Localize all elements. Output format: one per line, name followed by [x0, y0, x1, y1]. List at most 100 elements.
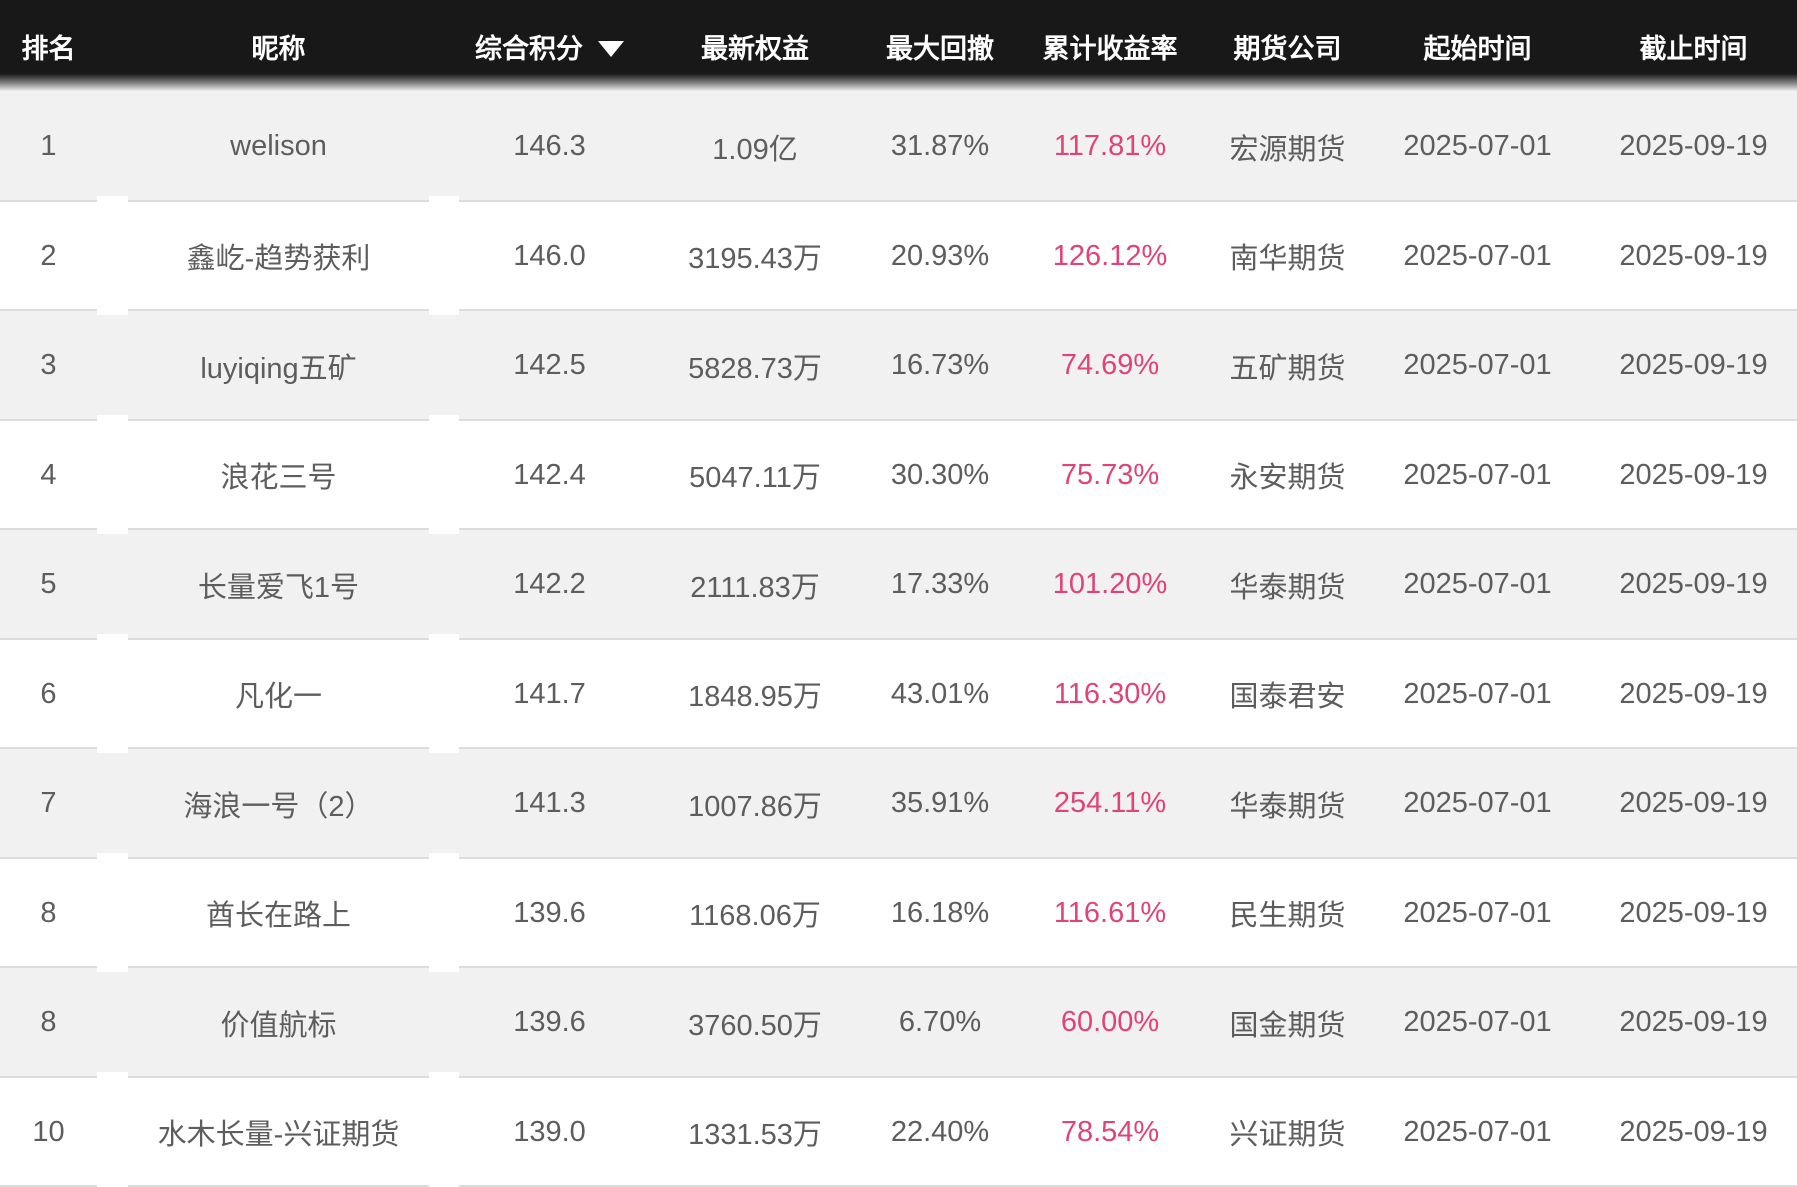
table-row: 1 welison 146.3 1.09亿 31.87% 117.81% 宏源期…: [0, 92, 1797, 202]
equity-cell: 1848.95万: [688, 681, 822, 714]
cum-return-cell: 126.12%: [1052, 239, 1168, 272]
separator-gap: [97, 1077, 128, 1082]
table-row: 7 海浪一号（2） 141.3 1007.86万 35.91% 254.11% …: [0, 749, 1797, 859]
separator-gap: [429, 195, 459, 202]
row-separator: [128, 528, 429, 530]
score-cell: 141.7: [513, 677, 586, 710]
row-separator: [459, 1185, 1797, 1187]
table-header: 排名 昵称 综合积分 最新权益 最大回撤 累计收益率 期货公司 起始时间 截止时…: [0, 0, 1797, 92]
company-cell: 五矿期货: [1229, 352, 1346, 385]
start-date-cell: 2025-07-01: [1403, 130, 1552, 163]
rank-cell: 1: [40, 130, 57, 163]
company-cell: 宏源期货: [1229, 133, 1346, 166]
cum-return-cell: 101.20%: [1052, 568, 1168, 601]
table-body: 1 welison 146.3 1.09亿 31.87% 117.81% 宏源期…: [0, 92, 1797, 1187]
separator-gap: [429, 749, 459, 753]
start-date-cell: 2025-07-01: [1403, 1115, 1552, 1148]
start-date-cell: 2025-07-01: [1403, 568, 1552, 601]
end-date-cell: 2025-09-19: [1619, 677, 1768, 710]
row-separator: [128, 309, 429, 311]
company-cell: 国金期货: [1229, 1009, 1346, 1042]
score-cell: 142.5: [513, 349, 586, 382]
start-date-cell: 2025-07-01: [1403, 458, 1552, 491]
header-end-date: 截止时间: [1639, 33, 1748, 64]
cum-return-cell: 117.81%: [1053, 130, 1167, 163]
nickname-cell: 水木长量-兴证期货: [157, 1119, 400, 1152]
separator-gap: [97, 743, 128, 749]
equity-cell: 1331.53万: [688, 1119, 822, 1152]
cum-return-cell: 116.30%: [1053, 677, 1167, 710]
cum-return-cell: 75.73%: [1060, 458, 1160, 491]
equity-cell: 2111.83万: [690, 571, 820, 604]
cum-return-cell: 74.69%: [1060, 349, 1160, 382]
separator-gap: [429, 858, 459, 863]
rank-cell: 6: [40, 677, 57, 710]
equity-cell: 1168.06万: [689, 900, 821, 933]
score-cell: 142.2: [513, 568, 586, 601]
separator-gap: [429, 414, 459, 421]
rank-cell: 2: [40, 239, 57, 272]
end-date-cell: 2025-09-19: [1619, 568, 1768, 601]
row-separator: [128, 747, 429, 749]
separator-gap: [429, 530, 459, 534]
score-cell: 146.3: [513, 130, 586, 163]
row-separator: [128, 1075, 429, 1078]
start-date-cell: 2025-07-01: [1403, 896, 1552, 929]
separator-gap: [429, 743, 459, 749]
drawdown-cell: 35.91%: [890, 787, 990, 820]
start-date-cell: 2025-07-01: [1403, 787, 1552, 820]
table-row: 5 长量爱飞1号 142.2 2111.83万 17.33% 101.20% 华…: [0, 530, 1797, 640]
header-nickname: 昵称: [251, 33, 306, 64]
table-row: 8 价值航标 139.6 3760.50万 6.70% 60.00% 国金期货 …: [0, 968, 1797, 1078]
cum-return-cell: 60.00%: [1060, 1006, 1160, 1039]
row-separator: [128, 966, 429, 968]
row-separator: [128, 1185, 429, 1187]
separator-gap: [429, 852, 459, 859]
rank-cell: 4: [40, 458, 57, 491]
row-separator: [128, 637, 429, 640]
company-cell: 兴证期货: [1229, 1119, 1346, 1152]
nickname-cell: 酋长在路上: [205, 900, 351, 933]
separator-gap: [429, 311, 459, 315]
company-cell: 南华期货: [1229, 243, 1346, 276]
sort-desc-caret-icon[interactable]: [598, 40, 624, 57]
header-start-date: 起始时间: [1423, 33, 1532, 64]
row-separator: [0, 856, 97, 859]
separator-gap: [97, 305, 128, 311]
drawdown-cell: 16.18%: [890, 896, 990, 929]
cum-return-cell: 78.54%: [1060, 1115, 1160, 1148]
table-row: 2 鑫屹-趋势获利 146.0 3195.43万 20.93% 126.12% …: [0, 201, 1797, 311]
nickname-cell: 价值航标: [220, 1009, 337, 1042]
score-cell: 139.0: [513, 1115, 586, 1148]
separator-gap: [97, 1071, 128, 1078]
company-cell: 国泰君安: [1229, 681, 1346, 714]
start-date-cell: 2025-07-01: [1403, 677, 1552, 710]
end-date-cell: 2025-09-19: [1619, 239, 1768, 272]
separator-gap: [97, 524, 128, 530]
drawdown-cell: 16.73%: [890, 349, 990, 382]
separator-gap: [429, 1077, 459, 1082]
separator-gap: [97, 852, 128, 859]
equity-cell: 3195.43万: [688, 243, 822, 276]
drawdown-cell: 17.33%: [890, 568, 990, 601]
separator-gap: [97, 195, 128, 202]
row-separator: [459, 1075, 1797, 1078]
drawdown-cell: 30.30%: [890, 458, 990, 491]
nickname-cell: welison: [230, 130, 327, 163]
company-cell: 民生期货: [1229, 900, 1346, 933]
separator-gap: [97, 530, 128, 534]
separator-gap: [429, 201, 459, 206]
company-cell: 永安期货: [1229, 462, 1346, 495]
separator-gap: [429, 1181, 459, 1187]
start-date-cell: 2025-07-01: [1403, 349, 1552, 382]
equity-cell: 3760.50万: [688, 1009, 822, 1042]
table-row: 8 酋长在路上 139.6 1168.06万 16.18% 116.61% 民生…: [0, 858, 1797, 968]
table-row: 4 浪花三号 142.4 5047.11万 30.30% 75.73% 永安期货…: [0, 420, 1797, 530]
row-separator: [459, 637, 1797, 640]
separator-gap: [97, 414, 128, 421]
drawdown-cell: 20.93%: [890, 239, 990, 272]
separator-gap: [429, 962, 459, 968]
separator-gap: [429, 524, 459, 530]
separator-gap: [97, 962, 128, 968]
header-score-sort[interactable]: 综合积分: [459, 27, 640, 66]
